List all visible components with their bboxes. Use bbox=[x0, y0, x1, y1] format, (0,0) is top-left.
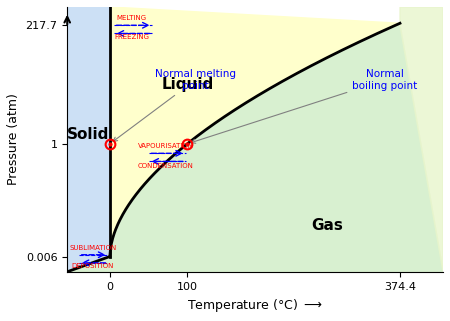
Polygon shape bbox=[400, 7, 443, 272]
Text: Gas: Gas bbox=[311, 218, 343, 233]
Text: DEPOSITION: DEPOSITION bbox=[72, 264, 114, 269]
Y-axis label: Pressure (atm): Pressure (atm) bbox=[7, 93, 20, 185]
Text: FREEZING: FREEZING bbox=[114, 34, 149, 40]
Text: Normal melting
point: Normal melting point bbox=[113, 69, 236, 142]
Polygon shape bbox=[67, 7, 110, 272]
Polygon shape bbox=[67, 23, 443, 272]
Text: Solid: Solid bbox=[67, 127, 109, 143]
Text: Normal
boiling point: Normal boiling point bbox=[191, 69, 418, 143]
Text: SUBLIMATION: SUBLIMATION bbox=[69, 245, 117, 251]
X-axis label: Temperature (°C) $\longrightarrow$: Temperature (°C) $\longrightarrow$ bbox=[187, 297, 323, 314]
Text: MELTING: MELTING bbox=[117, 15, 147, 21]
Polygon shape bbox=[110, 7, 400, 256]
Text: Liquid: Liquid bbox=[161, 77, 213, 92]
Text: CONDENSATION: CONDENSATION bbox=[138, 163, 194, 169]
Text: VAPOURISATION: VAPOURISATION bbox=[138, 143, 194, 149]
